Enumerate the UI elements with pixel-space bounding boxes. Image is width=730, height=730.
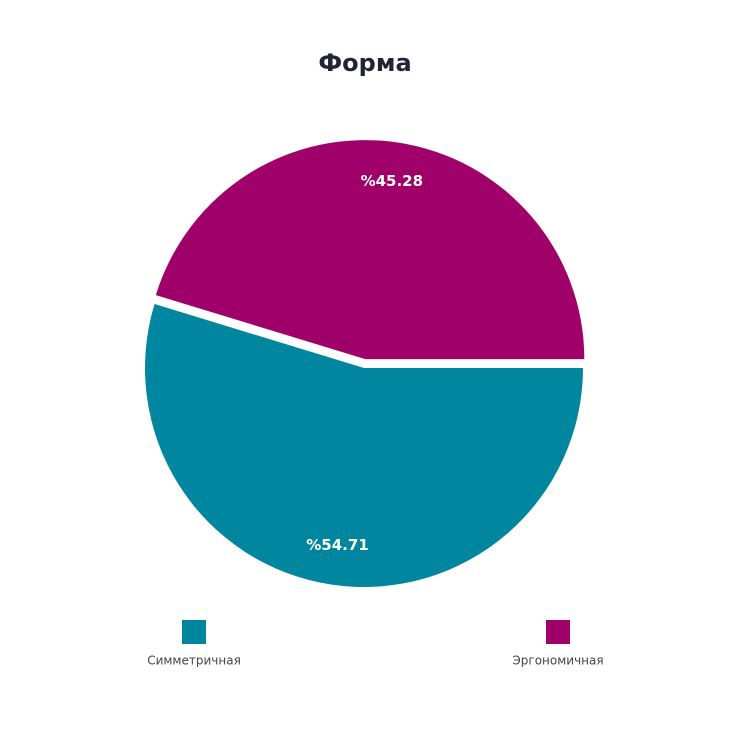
legend-label: Эргономичная [512,654,603,668]
value-label: %54.71 [306,536,368,554]
legend-swatch [546,620,570,644]
legend-label: Симметричная [147,654,241,668]
legend-swatch [182,620,206,644]
pie-slice [155,140,585,360]
pie-slice [144,304,584,588]
chart-title: Форма [318,49,411,77]
value-label: %45.28 [361,172,423,190]
